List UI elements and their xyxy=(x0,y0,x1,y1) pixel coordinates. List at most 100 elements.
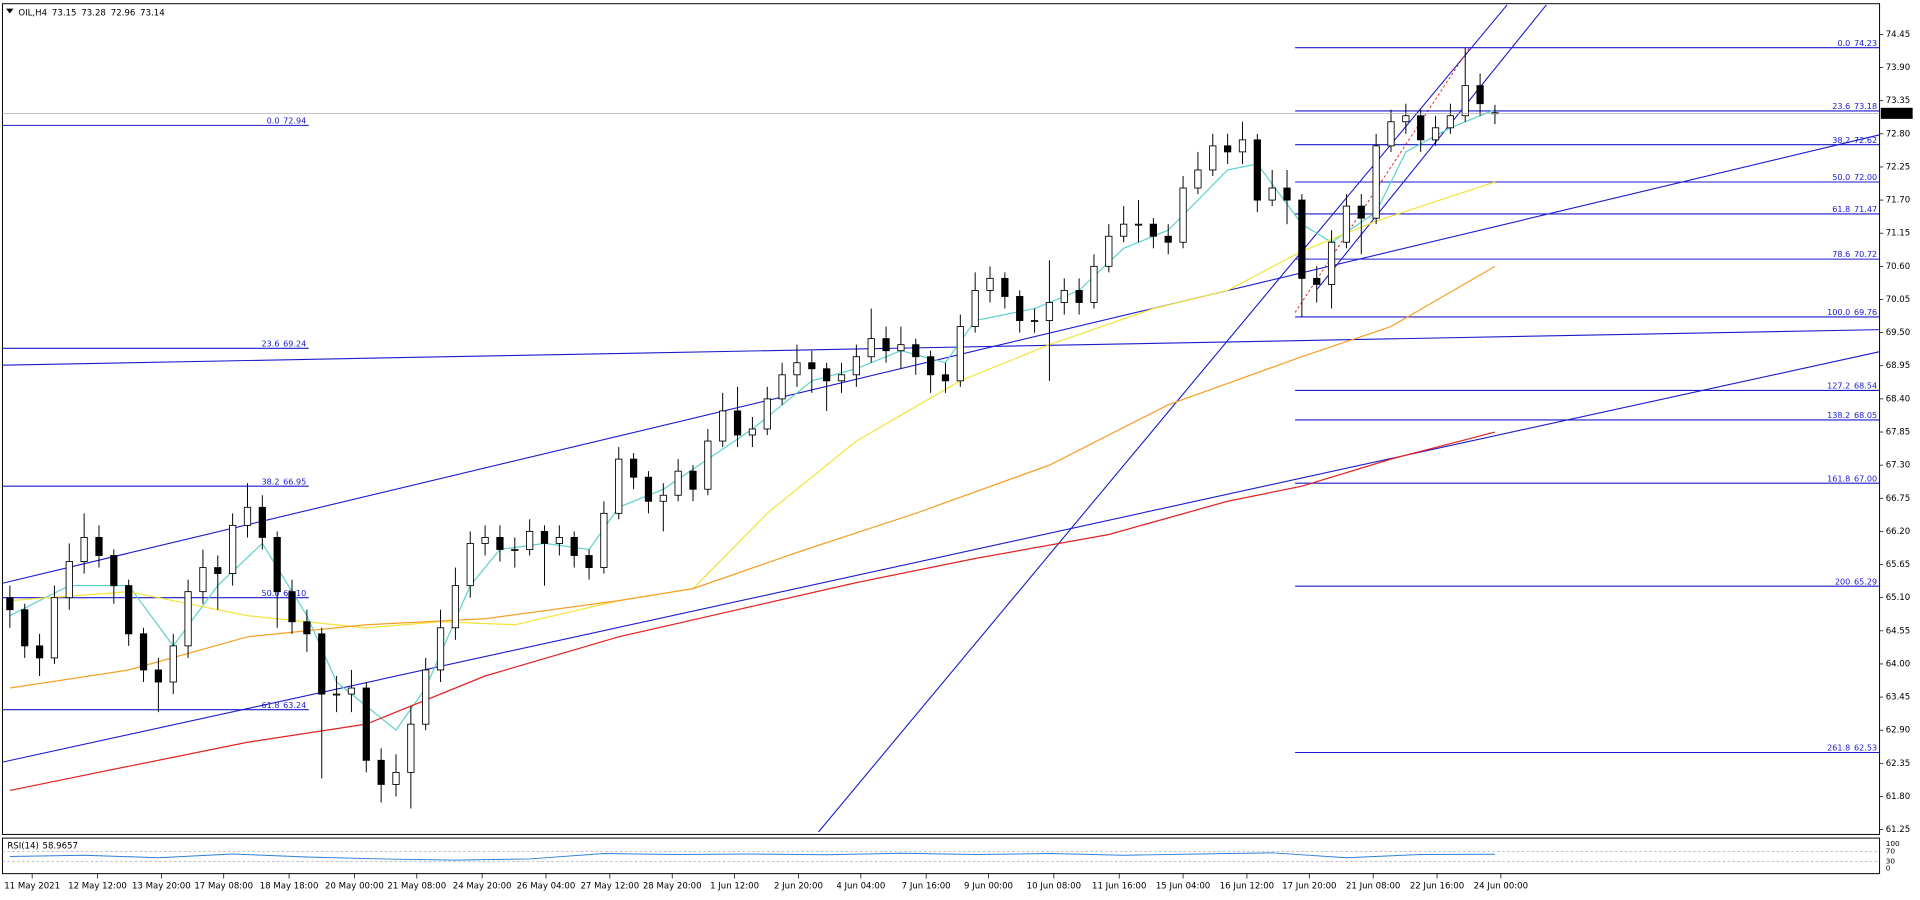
y-tick-label: 70.60 xyxy=(1886,262,1911,272)
candle-body xyxy=(1268,187,1276,201)
candle-body xyxy=(481,537,489,544)
rsi-label: RSI(14) 58.9657 xyxy=(7,841,78,851)
candle-body xyxy=(21,609,29,647)
header-low: 72.96 xyxy=(111,8,136,18)
x-tick-label: 15 Jun 04:00 xyxy=(1156,881,1210,891)
candle-body xyxy=(808,362,816,370)
candle-body xyxy=(1357,205,1365,219)
candle-body xyxy=(184,591,192,647)
candle-body xyxy=(719,410,727,442)
last-price-label: 73.14 xyxy=(1883,109,1908,119)
candle-body xyxy=(35,645,44,659)
candle-body xyxy=(897,344,905,352)
fib-anchor-line xyxy=(1294,46,1471,313)
fib-price: 69.24 xyxy=(283,338,306,348)
candle-body xyxy=(258,506,266,538)
candle-body xyxy=(644,476,653,502)
candle-body xyxy=(303,621,311,635)
candle-body xyxy=(169,645,177,683)
x-tick-label: 11 Jun 16:00 xyxy=(1092,881,1146,891)
fib-level-label: 61.8 71.47 xyxy=(1832,204,1877,214)
candle-body xyxy=(377,759,385,785)
candle-body xyxy=(1179,187,1187,243)
y-tick-label: 68.40 xyxy=(1886,394,1911,404)
x-tick-label: 20 May 00:00 xyxy=(325,881,384,891)
fib-level: 50.0 xyxy=(262,587,280,597)
y-tick-label: 62.90 xyxy=(1886,726,1911,736)
candle-body xyxy=(1431,127,1440,141)
fib-level-label: 127.2 68.54 xyxy=(1827,380,1877,390)
candle-body xyxy=(823,368,831,382)
candle-body xyxy=(778,374,786,400)
candle-body xyxy=(318,633,326,695)
candle-body xyxy=(689,470,697,490)
candle-body xyxy=(347,687,356,695)
candle-body xyxy=(1327,241,1336,285)
candle-body xyxy=(674,470,682,496)
fib-level-label: 23.6 73.18 xyxy=(1832,101,1877,111)
candle-body xyxy=(540,530,549,544)
candle-body xyxy=(1387,121,1395,147)
fib-price: 74.23 xyxy=(1854,37,1877,47)
fib-level-label: 161.8 67.00 xyxy=(1827,473,1877,483)
candle-body xyxy=(422,669,430,725)
candle-body xyxy=(6,597,14,611)
y-tick-label: 70.05 xyxy=(1886,295,1911,305)
fib-level-label: 61.8 63.24 xyxy=(262,699,307,709)
fib-level-label: 200 65.29 xyxy=(1835,576,1877,586)
candle-body xyxy=(1164,235,1172,243)
candle-body xyxy=(1045,302,1054,321)
candle-body xyxy=(1060,290,1068,303)
moving-average xyxy=(9,431,1496,792)
trendline xyxy=(2,329,1880,366)
rsi-tick-label: 30 xyxy=(1886,856,1896,865)
fib-level: 138.2 xyxy=(1827,410,1850,420)
x-tick-label: 12 May 12:00 xyxy=(68,881,127,891)
candle-body xyxy=(956,326,964,382)
x-tick-label: 17 May 08:00 xyxy=(194,881,253,891)
candle-body xyxy=(214,567,222,575)
x-tick-label: 10 Jun 08:00 xyxy=(1027,881,1081,891)
rsi-tick-label: 70 xyxy=(1886,847,1896,856)
fib-level-label: 78.6 70.72 xyxy=(1832,249,1877,259)
x-tick-label: 22 Jun 16:00 xyxy=(1410,881,1464,891)
y-tick-label: 72.25 xyxy=(1886,162,1911,172)
candle-body xyxy=(763,398,771,430)
candle-body xyxy=(600,512,608,568)
x-tick-label: 1 Jun 12:00 xyxy=(710,881,759,891)
candle-body xyxy=(154,669,162,683)
moving-average xyxy=(9,265,1496,689)
x-tick-label: 16 Jun 12:00 xyxy=(1220,881,1274,891)
y-tick-label: 68.95 xyxy=(1886,361,1911,371)
candle-body xyxy=(1209,145,1217,171)
y-tick-label: 63.45 xyxy=(1886,693,1911,703)
candle-body xyxy=(1372,145,1380,219)
candle-body xyxy=(971,290,979,328)
candle-body xyxy=(1090,265,1098,303)
fib-level: 38.2 xyxy=(1832,134,1850,144)
fib-level-label: 100.0 69.76 xyxy=(1827,307,1877,317)
candle-body xyxy=(332,693,341,696)
fib-level: 23.6 xyxy=(1832,101,1850,111)
fib-level: 161.8 xyxy=(1827,473,1850,483)
fib-price: 72.94 xyxy=(283,115,306,125)
fib-level: 100.0 xyxy=(1827,307,1850,317)
x-tick-label: 13 May 20:00 xyxy=(132,881,191,891)
candle-body xyxy=(912,344,920,358)
fib-price: 73.18 xyxy=(1854,101,1877,111)
candle-body xyxy=(1134,223,1143,226)
y-tick-label: 67.30 xyxy=(1886,461,1911,471)
fib-price: 63.24 xyxy=(283,699,306,709)
x-tick-label: 11 May 2021 xyxy=(4,881,60,891)
candle-body xyxy=(1224,145,1232,153)
fib-level: 261.8 xyxy=(1827,742,1850,752)
candle-body xyxy=(392,771,400,785)
fib-level: 78.6 xyxy=(1832,249,1850,259)
candle-body xyxy=(1149,223,1157,237)
y-tick-label: 71.70 xyxy=(1886,196,1911,206)
menu-triangle xyxy=(6,8,14,14)
fib-price: 72.00 xyxy=(1854,172,1877,182)
fib-level-label: 261.8 62.53 xyxy=(1827,742,1877,752)
